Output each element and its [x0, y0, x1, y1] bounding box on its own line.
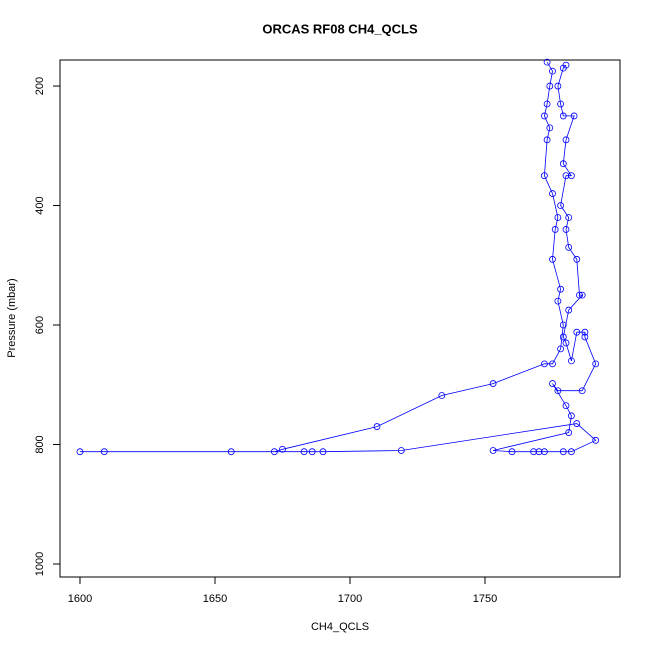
data-point [592, 436, 600, 444]
data-point [578, 291, 586, 299]
data-point [557, 285, 564, 293]
data-point [546, 82, 554, 90]
data-point [530, 448, 537, 456]
data-point [76, 448, 84, 456]
data-point [543, 136, 551, 144]
data-point [279, 445, 286, 453]
data-point [576, 291, 583, 299]
data-point [543, 100, 551, 108]
data-point [549, 360, 556, 368]
data-point [559, 333, 567, 341]
data-point [549, 67, 556, 75]
data-point [567, 172, 575, 180]
data-point [546, 124, 554, 132]
data-point [565, 214, 573, 221]
data-point [540, 448, 548, 456]
data-point [562, 61, 570, 69]
data-point [540, 112, 548, 120]
data-line [80, 61, 597, 453]
data-point [489, 447, 497, 454]
data-point [565, 243, 573, 251]
data-point [438, 392, 446, 399]
data-point [573, 328, 581, 336]
data-point [551, 226, 559, 233]
data-point [308, 448, 316, 456]
data-point [270, 448, 278, 456]
plot-box [59, 59, 621, 578]
data-point [543, 58, 551, 66]
data-point [508, 448, 516, 456]
data-point [562, 339, 570, 347]
data-point [100, 448, 108, 456]
data-point [592, 360, 600, 368]
data-point [559, 160, 567, 168]
y-tick-label: 200 [34, 77, 46, 95]
data-point [559, 112, 567, 120]
x-tick-label: 1700 [338, 593, 362, 605]
y-axis-label: Pressure (mbar) [6, 278, 18, 357]
data-point [567, 448, 575, 456]
y-tick-label: 1000 [34, 552, 46, 576]
data-point [554, 82, 562, 90]
data-point [562, 136, 570, 144]
data-point [567, 357, 575, 365]
data-point [573, 420, 581, 427]
data-point [559, 321, 567, 329]
data-point [300, 448, 308, 456]
data-point [573, 255, 581, 263]
data-point [319, 448, 327, 456]
y-tick-label: 800 [34, 435, 46, 453]
data-point [540, 172, 548, 180]
data-point [581, 333, 589, 341]
x-tick-label: 1600 [68, 593, 92, 605]
data-point [567, 412, 575, 420]
data-point [557, 345, 564, 353]
data-point [549, 190, 556, 197]
data-point [565, 429, 573, 436]
data-point [549, 380, 556, 387]
data-point [559, 448, 567, 456]
data-point [562, 402, 570, 410]
data-point [535, 448, 543, 456]
data-point [554, 214, 562, 221]
data-point [557, 202, 564, 209]
data-point [554, 387, 562, 395]
data-point [549, 255, 556, 263]
data-point [554, 297, 562, 305]
x-tick-label: 1650 [203, 593, 227, 605]
data-point [578, 387, 586, 395]
x-axis-label: CH4_QCLS [311, 621, 369, 633]
data-point [581, 328, 589, 336]
chart-title: ORCAS RF08 CH4_QCLS [262, 21, 418, 36]
data-point [557, 100, 564, 108]
data-point [565, 306, 573, 314]
data-point [397, 447, 405, 454]
x-tick-label: 1750 [473, 593, 497, 605]
data-point [373, 423, 381, 430]
y-tick-label: 600 [34, 316, 46, 334]
y-tick-label: 400 [34, 196, 46, 214]
data-point [489, 380, 497, 387]
data-point [570, 112, 578, 120]
data-point [562, 172, 570, 180]
data-point [540, 360, 548, 368]
data-point [227, 448, 235, 456]
data-point [562, 226, 570, 233]
